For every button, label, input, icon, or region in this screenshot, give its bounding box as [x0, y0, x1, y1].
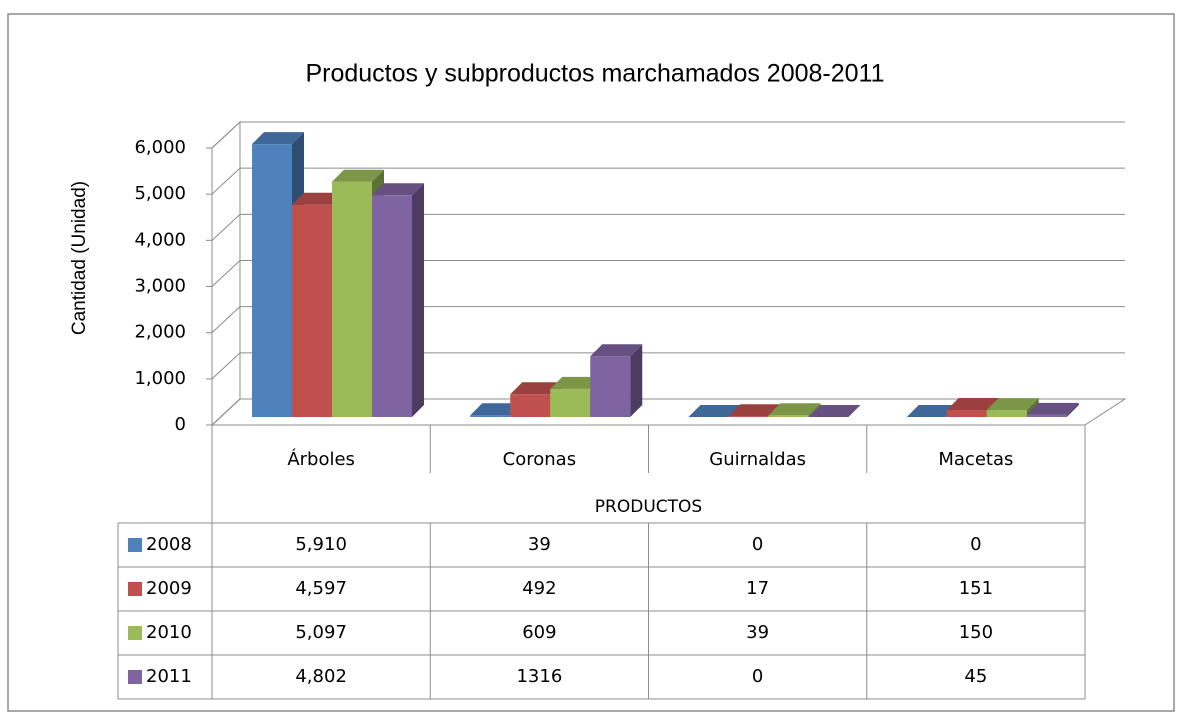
table-cell: 0: [970, 534, 981, 555]
chart-title: Productos y subproductos marchamados 200…: [305, 60, 884, 88]
bar-top: [510, 382, 563, 395]
bar-top: [470, 403, 523, 416]
bar-top: [332, 169, 384, 182]
legend-label: 2011: [146, 666, 192, 687]
x-tick-label: Macetas: [938, 449, 1013, 470]
x-axis-label: PRODUCTOS: [595, 497, 702, 517]
bar-top: [550, 376, 603, 389]
bar-top: [372, 183, 424, 196]
bar: [768, 415, 809, 417]
table-cell: 5,097: [295, 622, 347, 643]
table-cell: 150: [959, 622, 993, 643]
grid-line: [211, 352, 1125, 380]
bar-side: [630, 344, 643, 417]
bar-side: [1066, 402, 1079, 417]
bar-top: [590, 344, 643, 357]
bar-top: [768, 403, 821, 416]
bar-top: [906, 405, 959, 417]
table-cell: 4,802: [295, 666, 347, 687]
bar: [372, 195, 412, 417]
bar: [470, 415, 511, 417]
table-cell: 5,910: [295, 534, 347, 555]
bar-top: [946, 398, 999, 411]
bar-side: [412, 183, 424, 417]
x-tick-label: Guirnaldas: [709, 449, 806, 470]
table-cell: 492: [522, 578, 556, 599]
legend-label: 2008: [146, 534, 192, 555]
table-cell: 0: [752, 666, 763, 687]
table-cell: 39: [746, 622, 769, 643]
bar-top: [728, 404, 781, 417]
bar-side: [808, 403, 821, 417]
y-tick-label: 1,000: [134, 368, 186, 389]
y-tick-label: 5,000: [134, 183, 186, 204]
bar-top: [1026, 402, 1079, 415]
table-cell: 151: [959, 578, 993, 599]
bar-top: [688, 405, 741, 417]
bar: [510, 394, 551, 417]
table-cell: 609: [522, 622, 556, 643]
y-tick-label: 6,000: [134, 137, 186, 158]
table-cell: 0: [752, 534, 763, 555]
legend-key: [128, 582, 142, 596]
bar-top: [986, 398, 1039, 411]
bar: [728, 416, 769, 417]
legend-label: 2009: [146, 578, 192, 599]
bar: [252, 144, 292, 417]
grid-line: [211, 167, 1125, 195]
bar: [946, 410, 987, 417]
bar: [1026, 414, 1067, 417]
table-cell: 17: [746, 578, 769, 599]
bar: [986, 410, 1027, 417]
bar-top: [252, 132, 304, 145]
table-cell: 45: [964, 666, 987, 687]
y-tick-label: 3,000: [134, 276, 186, 297]
grid-line: [211, 306, 1125, 334]
y-tick-label: 4,000: [134, 229, 186, 250]
legend-key: [128, 670, 142, 684]
y-tick-label: 2,000: [134, 322, 186, 343]
table-cell: 1316: [516, 666, 562, 687]
legend-label: 2010: [146, 622, 192, 643]
grid-line: [211, 213, 1125, 241]
table-cell: 4,597: [295, 578, 347, 599]
y-tick-label: 0: [175, 414, 186, 435]
table-cell: 39: [528, 534, 551, 555]
x-tick-label: Árboles: [287, 448, 355, 470]
bar: [590, 356, 631, 417]
grid-line: [211, 398, 1125, 426]
legend-key: [128, 626, 142, 640]
grid-line: [211, 260, 1125, 287]
bar-top: [808, 405, 861, 417]
bar: [292, 204, 332, 417]
grid-line: [211, 121, 1125, 149]
bar: [550, 388, 591, 417]
bar: [332, 181, 372, 417]
bar-top: [292, 192, 344, 205]
y-axis-label: Cantidad (Unidad): [69, 181, 90, 335]
x-tick-label: Coronas: [503, 449, 576, 470]
legend-key: [128, 538, 142, 552]
